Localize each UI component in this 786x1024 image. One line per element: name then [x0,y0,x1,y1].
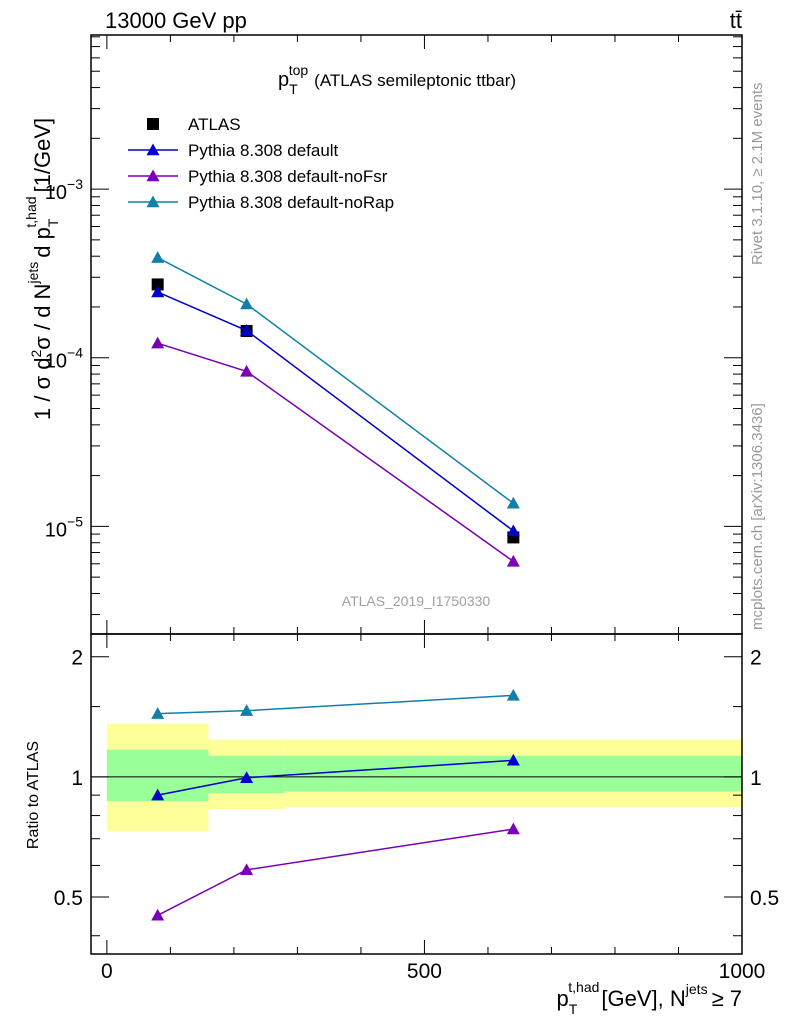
series-point-1-1 [240,324,254,336]
process-label: tt̄ [730,8,742,33]
legend-marker-0 [147,118,159,130]
ratio-line-1 [157,828,514,916]
series-point-2-0 [151,336,165,349]
ratio-point-0-2 [506,753,520,766]
lower-tick-labels: 2 2 1 1 0.5 0.5 0 500 1000 [54,647,779,983]
legend-label-3: Pythia 8.308 default-noRap [188,193,394,212]
ratio-point-2-0 [151,707,165,719]
ratio-y-tick-label-right: 2 [750,647,762,670]
legend-marker-1 [146,143,160,156]
title-rest: (ATLAS semileptonic ttbar) [314,71,516,90]
y-tick-label: 10−3 [45,176,83,204]
plot-title: pTtop (ATLAS semileptonic ttbar) [278,62,516,97]
ratio-y-tick-label-left: 2 [71,647,83,670]
lower-plot-content [91,688,742,921]
title-main: p [278,69,289,91]
series-point-3-1 [240,297,254,310]
x-axis-label: pTt,had[GeV], Njets ≥ 7 [556,979,742,1017]
series-line-2 [157,342,514,562]
lower-y-axis-label: Ratio to ATLAS [25,741,42,849]
ratio-point-1-0 [151,908,165,921]
title-sub: T [289,81,298,97]
x-tick-label: 500 [407,960,442,983]
legend-marker-3 [146,195,160,208]
x-tick-label: 1000 [719,960,766,983]
ratio-point-2-2 [506,688,520,701]
legend: ATLAS Pythia 8.308 default Pythia 8.308 de… [128,115,394,212]
legend-label-1: Pythia 8.308 default [188,141,339,160]
ratio-y-tick-label-right: 0.5 [750,887,779,910]
series-point-2-1 [240,364,254,377]
lower-frame [90,633,743,955]
series-point-3-0 [151,251,165,263]
upper-ticks [91,35,743,634]
series-point-3-2 [506,496,520,509]
legend-label-2: Pythia 8.308 default-noFsr [188,167,388,186]
series-point-2-2 [506,554,520,567]
series-point-1-2 [506,524,520,537]
data-point-2 [507,531,520,544]
series-line-1 [157,291,514,532]
series-point-1-0 [151,285,165,298]
beam-label: 13000 GeV pp [105,8,247,33]
x-tick-label: 0 [101,960,113,983]
upper-plot-content [151,251,520,567]
upper-y-axis-label: 1 / σ d2σ / d Njetsd pTt,had[1/GeV] [23,118,61,420]
ratio-point-0-1 [240,771,254,783]
upper-panel: 10−3 10−4 10−5 pTtop (ATLAS semileptonic tt… [23,34,743,635]
ratio-y-tick-label-left: 0.5 [54,887,83,910]
rivet-version-label: Rivet 3.1.10, ≥ 2.1M events [749,83,766,266]
lower-ticks [91,634,743,954]
lower-panel: 2 2 1 1 0.5 0.5 0 500 1000 Ratio to ATLAS pTt,ha… [25,633,779,1017]
series-line-3 [157,257,514,504]
ratio-point-0-0 [151,788,165,801]
title-sup: top [289,62,309,78]
ratio-y-tick-label-right: 1 [750,767,762,790]
data-point-0 [151,278,164,291]
ratio-point-1-1 [240,863,254,876]
ratio-line-2 [157,694,514,715]
ratio-y-tick-label-left: 1 [71,767,83,790]
analysis-watermark: ATLAS_2019_I1750330 [342,593,491,609]
ratio-point-1-2 [506,822,520,835]
ratio-point-2-1 [240,704,254,716]
mcplots-label: mcplots.cern.ch [arXiv:1306.3436] [749,403,766,630]
y-tick-label: 10−4 [45,345,83,373]
legend-marker-2 [146,169,160,182]
upper-y-tick-labels: 10−3 10−4 10−5 [45,176,83,541]
y-tick-label: 10−5 [45,513,83,541]
legend-label-0: ATLAS [188,115,241,134]
